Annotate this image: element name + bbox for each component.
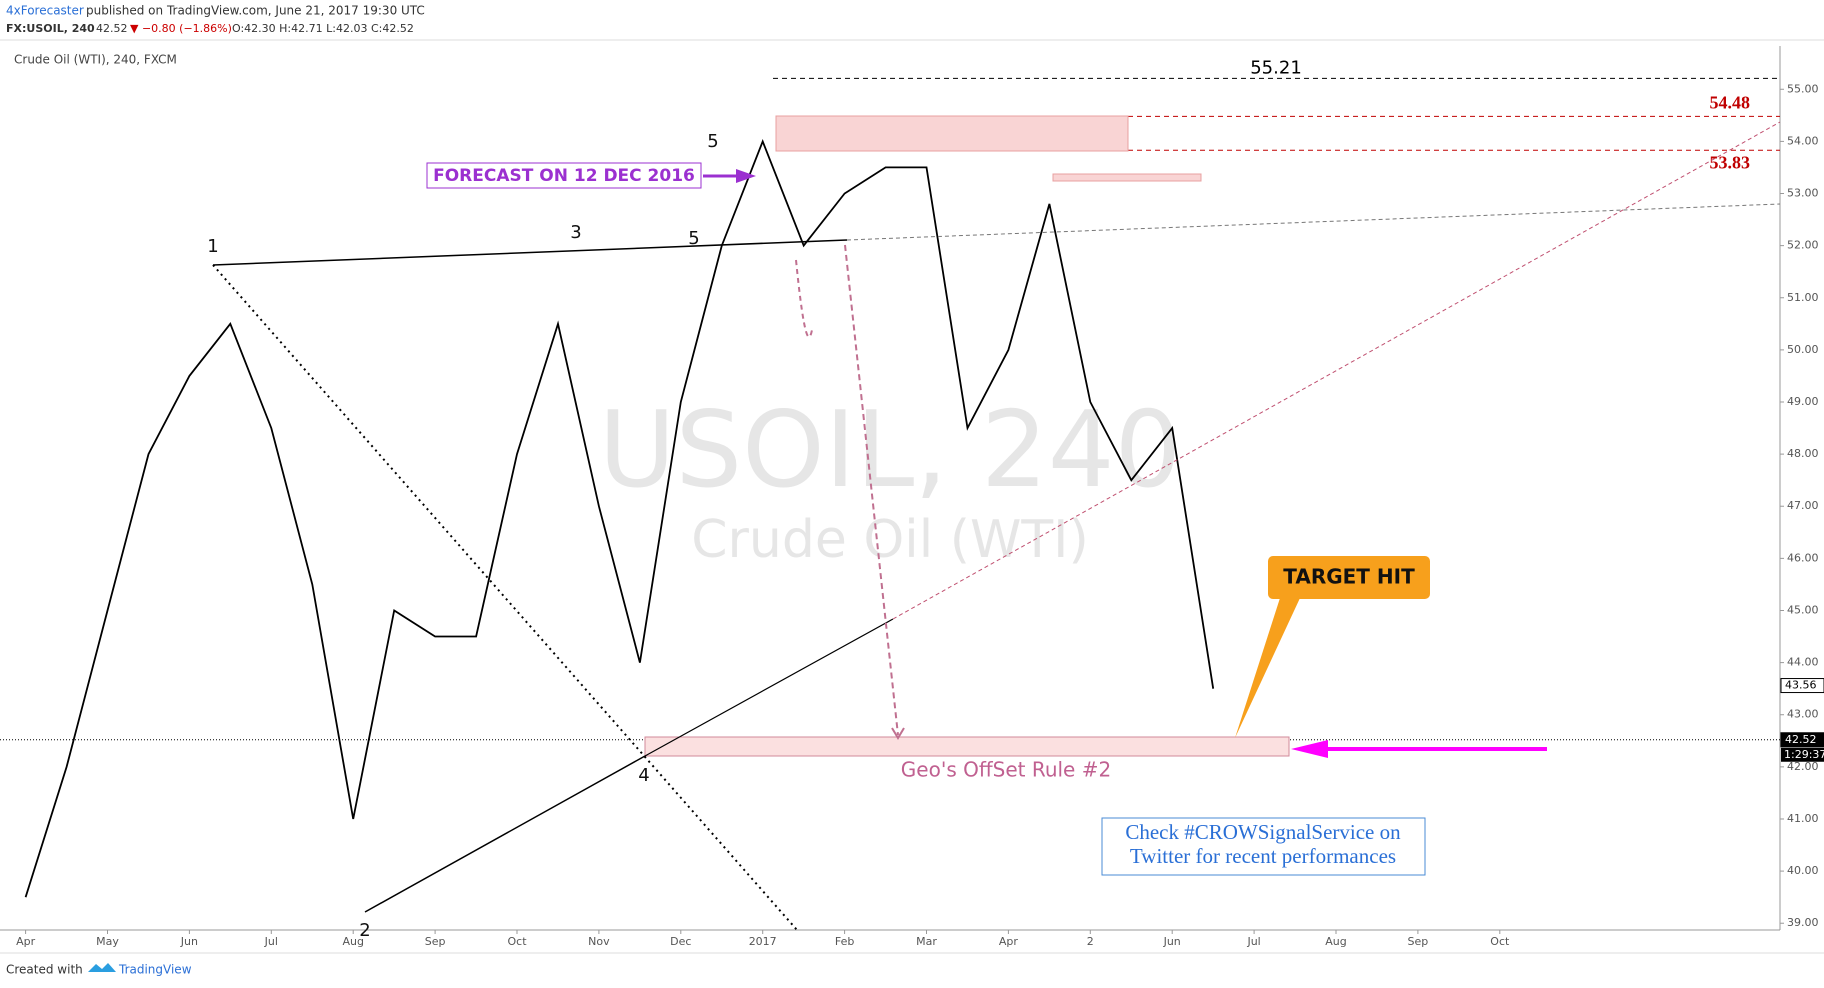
- x-tick-label: Apr: [999, 935, 1019, 948]
- y-tick-label: 54.00: [1787, 134, 1819, 147]
- ohlc: O:42.30 H:42.71 L:42.03 C:42.52: [232, 22, 414, 35]
- wave-label: 2: [359, 920, 370, 941]
- footer-created: Created with: [6, 963, 83, 977]
- y-tick-label: 52.00: [1787, 239, 1819, 252]
- y-tick-label: 39.00: [1787, 916, 1819, 929]
- level-label: 55.21: [1250, 57, 1302, 78]
- price-badge: [1780, 732, 1824, 748]
- x-tick-label: Apr: [16, 935, 36, 948]
- zone: [644, 736, 1290, 757]
- y-tick-label: 41.00: [1787, 812, 1819, 825]
- subtitle: Crude Oil (WTI), 240, FXCM: [14, 53, 177, 67]
- trendline: [364, 755, 646, 913]
- projection: [795, 259, 813, 338]
- y-tick-label: 45.00: [1787, 603, 1819, 616]
- y-tick-label: 49.00: [1787, 395, 1819, 408]
- watermark: USOIL, 240: [599, 389, 1182, 511]
- y-tick-label: 53.00: [1787, 187, 1819, 200]
- price: 42.52: [96, 22, 128, 35]
- trendline: [892, 121, 1781, 620]
- rule-text: Geo's OffSet Rule #2: [901, 758, 1111, 782]
- target-pointer: [1235, 598, 1300, 738]
- arrow-head: [891, 727, 905, 740]
- wave-label: 5: [707, 131, 718, 152]
- y-tick-label: 46.00: [1787, 551, 1819, 564]
- promo-box: [1101, 817, 1426, 876]
- x-tick-label: Nov: [588, 935, 610, 948]
- target-text: TARGET HIT: [1283, 565, 1415, 589]
- wave-label: 3: [570, 222, 581, 243]
- x-tick-label: Aug: [342, 935, 363, 948]
- price-badge-label: 42.52: [1785, 733, 1817, 746]
- trendline: [644, 618, 894, 757]
- x-tick-label: Oct: [1490, 935, 1510, 948]
- wave-label: 4: [638, 765, 649, 786]
- x-tick-label: Jul: [264, 935, 278, 948]
- y-tick-label: 44.00: [1787, 656, 1819, 669]
- promo-line: Check #CROWSignalService on: [1125, 820, 1401, 844]
- footer-brand[interactable]: TradingView: [118, 963, 192, 977]
- symbol: FX:USOIL, 240: [6, 22, 95, 35]
- x-tick-label: Feb: [835, 935, 854, 948]
- x-tick-label: Dec: [670, 935, 691, 948]
- promo-line: Twitter for recent performances: [1130, 844, 1396, 868]
- trendline: [212, 239, 848, 266]
- price-badge: [1780, 678, 1824, 694]
- trendline: [212, 264, 798, 931]
- wave-label: 5: [688, 228, 699, 249]
- logo: [88, 963, 116, 972]
- price-line: [24, 138, 1215, 898]
- y-tick-label: 43.00: [1787, 708, 1819, 721]
- x-tick-label: 2017: [749, 935, 777, 948]
- y-tick-label: 42.00: [1787, 760, 1819, 773]
- wave-label: 1: [207, 236, 218, 257]
- price-badge-label: 43.56: [1785, 679, 1817, 692]
- target-arrow-head: [1291, 740, 1328, 758]
- target-box: [1268, 556, 1430, 599]
- change: ▼ −0.80 (−1.86%): [130, 22, 232, 35]
- forecast-text: FORECAST ON 12 DEC 2016: [433, 166, 695, 186]
- y-tick-label: 47.00: [1787, 499, 1819, 512]
- x-tick-label: 2: [1087, 935, 1094, 948]
- x-tick-label: Sep: [1408, 935, 1429, 948]
- x-tick-label: Jun: [180, 935, 198, 948]
- y-tick-label: 50.00: [1787, 343, 1819, 356]
- x-tick-label: Sep: [425, 935, 446, 948]
- x-tick-label: Jun: [1163, 935, 1181, 948]
- projection: [844, 244, 899, 736]
- x-tick-label: Jul: [1246, 935, 1260, 948]
- x-tick-label: Aug: [1325, 935, 1346, 948]
- level-label: 53.83: [1710, 152, 1751, 172]
- y-tick-label: 48.00: [1787, 447, 1819, 460]
- forecast-box: [426, 162, 702, 189]
- y-tick-label: 40.00: [1787, 864, 1819, 877]
- countdown-badge: [1781, 747, 1824, 762]
- plot: 39.00 40.00 41.00 42.00 43.00 44.00 45.00 46.00…: [0, 46, 1824, 948]
- y-tick-label: 51.00: [1787, 291, 1819, 304]
- countdown: 1:29:37: [1784, 748, 1824, 761]
- x-tick-label: Oct: [507, 935, 527, 948]
- y-tick-label: 55.00: [1787, 82, 1819, 95]
- zone: [1052, 173, 1202, 182]
- watermark-sub: Crude Oil (WTI): [691, 510, 1089, 570]
- forecast-arrow-head: [736, 169, 756, 183]
- x-tick-label: May: [96, 935, 119, 948]
- trendline: [846, 203, 1781, 241]
- published: published on TradingView.com, June 21, 2…: [86, 4, 425, 18]
- level-label: 54.48: [1710, 92, 1751, 112]
- zone: [775, 115, 1129, 152]
- author[interactable]: 4xForecaster: [6, 4, 84, 18]
- x-tick-label: Mar: [916, 935, 937, 948]
